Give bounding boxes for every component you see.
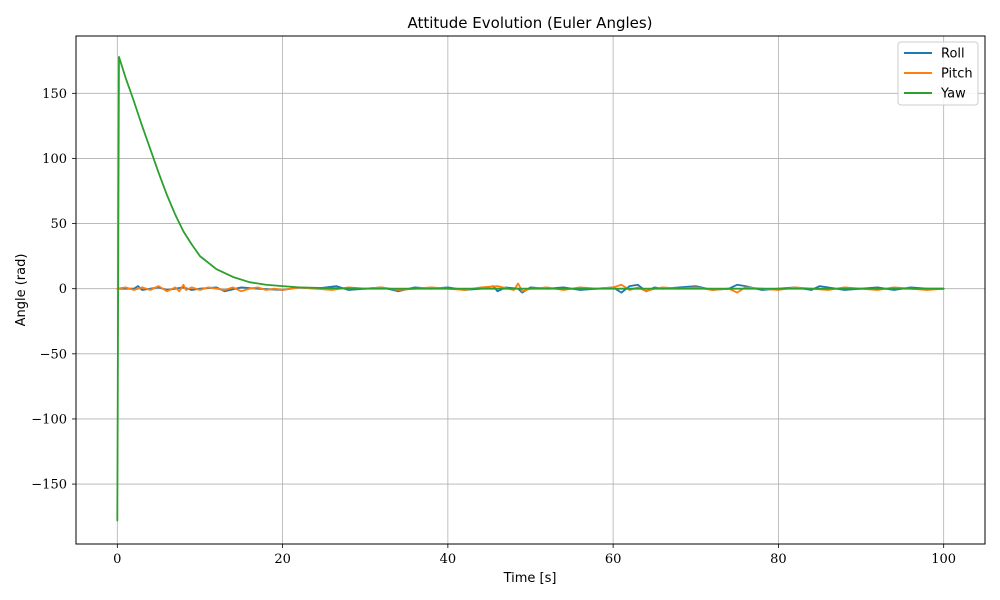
y-tick-label: −50 [40, 347, 67, 362]
x-tick-label: 100 [931, 552, 956, 567]
series-line-yaw [116, 55, 945, 522]
x-tick-label: 20 [274, 552, 291, 567]
y-tick-label: 0 [59, 282, 67, 297]
y-tick-label: 150 [42, 87, 67, 102]
y-tick-label: 100 [42, 152, 67, 167]
chart-title: Attitude Evolution (Euler Angles) [407, 14, 652, 32]
legend-label-roll: Roll [941, 47, 965, 62]
ticks: 0 20 40 60 80 100 −150 −100 −50 0 50 100 150 [31, 87, 956, 567]
x-tick-label: 60 [605, 552, 622, 567]
x-tick-label: 40 [440, 552, 457, 567]
plot-frame [75, 35, 986, 545]
legend-label-yaw: Yaw [940, 87, 966, 102]
x-tick-label: 80 [770, 552, 787, 567]
legend-frame [897, 41, 979, 106]
y-axis-label: Angle (rad) [14, 254, 29, 327]
plot-lines [116, 55, 945, 522]
y-tick-label: −150 [31, 478, 67, 493]
legend: Roll Pitch Yaw [897, 41, 979, 106]
y-tick-label: −100 [31, 412, 67, 427]
x-axis-label: Time [s] [503, 571, 557, 586]
x-tick-label: 0 [113, 552, 121, 567]
y-tick-label: 50 [50, 217, 67, 232]
legend-label-pitch: Pitch [941, 67, 973, 82]
